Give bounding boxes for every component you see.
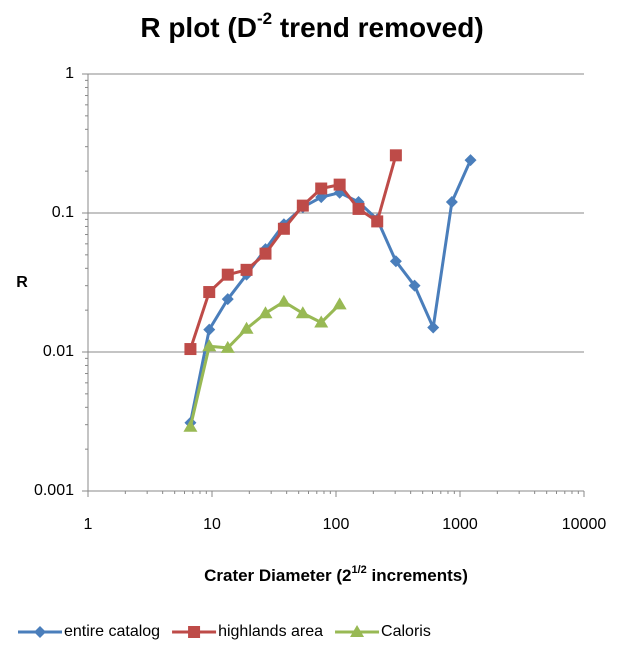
x-axis-label: Crater Diameter (21/2 increments) [204,564,468,586]
data-point [464,154,477,167]
data-point [183,419,198,432]
xlabel-part: Crater Diameter (2 [204,566,351,585]
y-tick-label: 0.001 [34,482,74,499]
data-point [445,195,458,208]
x-tick-label: 10000 [562,516,607,533]
title-sup: -2 [257,9,272,28]
chart-title: R plot (D-2 trend removed) [140,9,483,43]
data-point [259,247,272,260]
legend-marker [350,625,365,637]
data-point [314,315,329,328]
data-point [258,306,273,319]
data-point [389,149,402,162]
data-point [221,268,234,281]
data-point [277,222,290,235]
xlabel-sup: 1/2 [352,564,367,576]
data-point [184,343,197,356]
x-tick-label: 1000 [442,516,478,533]
xlabel-part: increments) [367,566,468,585]
title-part: trend removed) [272,12,484,43]
series-line [188,159,472,423]
y-tick-label: 0.01 [43,343,74,360]
x-tick-label: 100 [323,516,350,533]
data-point [408,279,421,292]
data-point [389,255,402,268]
data-point [333,178,346,191]
data-point [296,199,309,212]
data-point [202,339,217,352]
legend-marker [188,626,201,638]
legend-marker [34,626,46,638]
legend-label: Caloris [381,623,431,640]
data-point [371,215,384,228]
data-point [240,263,253,276]
data-point [295,306,310,319]
y-tick-label: 0.1 [52,204,74,221]
y-tick-label: 1 [65,65,74,82]
series-line [189,154,398,350]
series-line [188,299,341,428]
data-point [427,321,440,334]
data-point [221,293,234,306]
x-tick-label: 1 [84,516,93,533]
y-axis-label: R [16,274,28,291]
legend-label: entire catalog [64,623,160,640]
data-point [220,340,235,353]
data-point [239,321,254,334]
title-part: R plot (D [140,12,257,43]
data-point [352,202,365,215]
data-point [315,182,328,195]
data-point [203,286,216,299]
data-point [203,323,216,336]
legend-label: highlands area [218,623,323,640]
x-tick-label: 10 [203,516,221,533]
data-point [276,294,291,307]
data-point [332,297,347,310]
